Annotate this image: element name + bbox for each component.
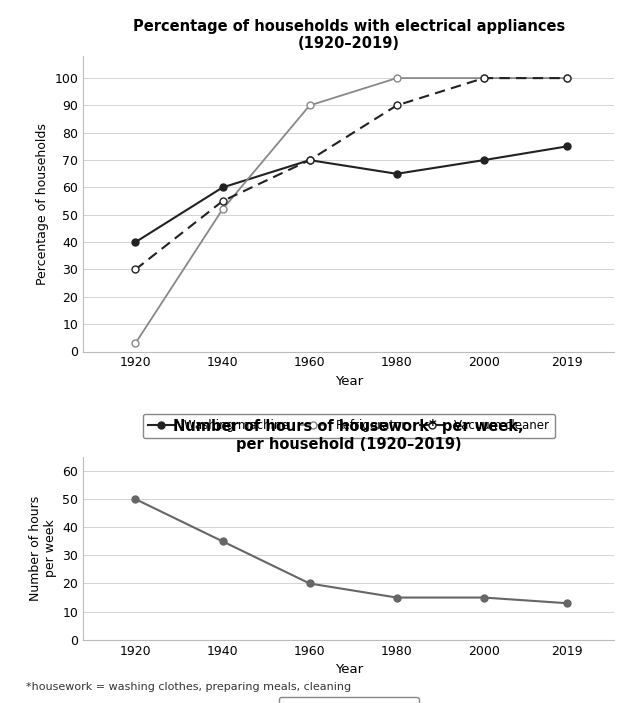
Text: *housework = washing clothes, preparing meals, cleaning: *housework = washing clothes, preparing … [26, 683, 351, 692]
Y-axis label: Percentage of households: Percentage of households [36, 123, 49, 285]
X-axis label: Year: Year [335, 375, 363, 388]
Legend: Hours per week: Hours per week [279, 697, 419, 703]
Legend: Washing machine, Refrigerator, Vacuum cleaner: Washing machine, Refrigerator, Vacuum cl… [143, 413, 555, 438]
Title: Number of hours of housework* per week,
per household (1920–2019): Number of hours of housework* per week, … [173, 419, 524, 451]
X-axis label: Year: Year [335, 663, 363, 676]
Y-axis label: Number of hours
per week: Number of hours per week [29, 496, 57, 601]
Title: Percentage of households with electrical appliances
(1920–2019): Percentage of households with electrical… [132, 18, 565, 51]
